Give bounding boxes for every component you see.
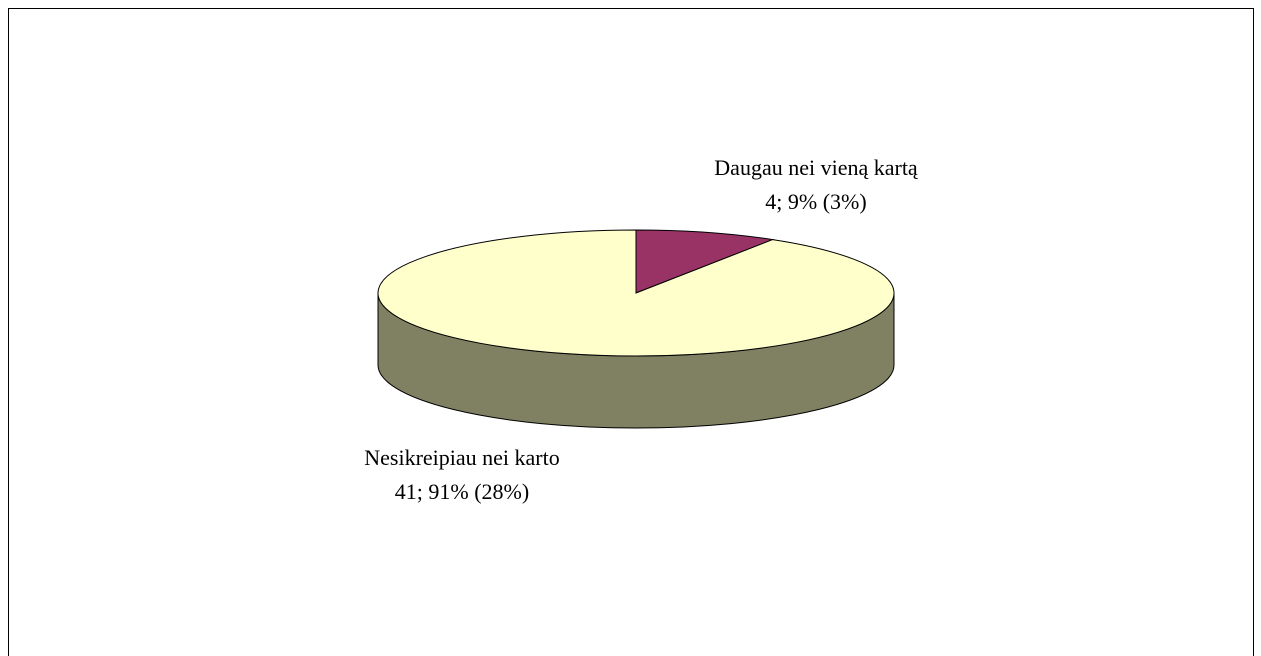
value-label: 41; 91% (28%) xyxy=(395,479,529,504)
slice-label: Daugau nei vieną kartą xyxy=(714,155,918,180)
pie-slice xyxy=(635,229,775,294)
slice-label: Nesikreipiau nei karto xyxy=(364,445,560,470)
pie-slice xyxy=(377,229,895,357)
value-label: 4; 9% (3%) xyxy=(765,189,866,214)
